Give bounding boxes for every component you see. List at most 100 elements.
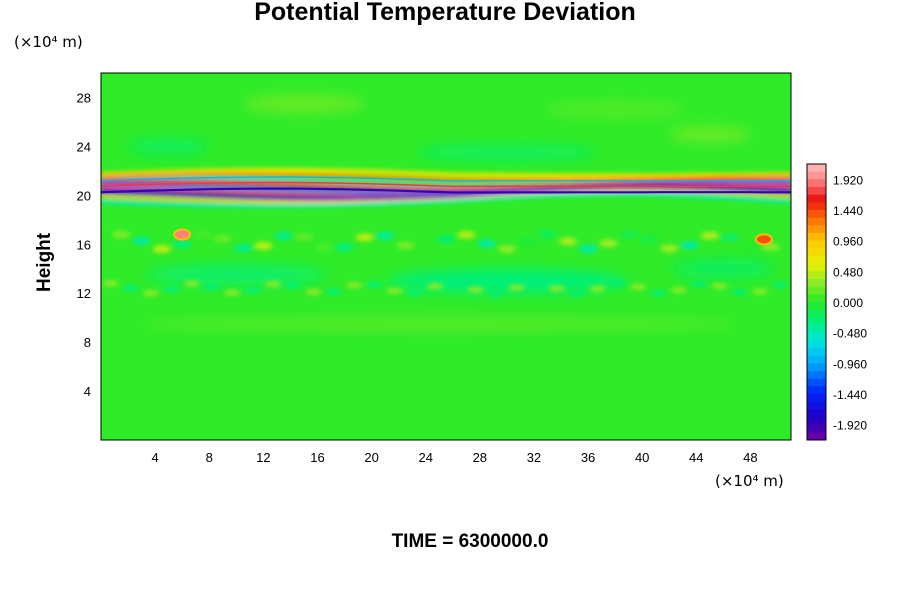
colorbar-swatch xyxy=(807,217,826,226)
anomaly-blob xyxy=(346,282,362,289)
colorbar-swatch xyxy=(807,371,826,380)
anomaly-blob xyxy=(101,237,110,246)
colorbar-swatch xyxy=(807,302,826,311)
anomaly-blob xyxy=(416,244,435,253)
x-tick-label: 16 xyxy=(310,450,324,465)
colorbar-swatch xyxy=(807,164,826,173)
colorbar-swatch xyxy=(807,417,826,426)
warm-anomaly-marker xyxy=(754,233,773,246)
colorbar-swatch xyxy=(807,187,826,196)
anomaly-blob xyxy=(579,245,598,254)
anomaly-blob xyxy=(305,289,322,296)
y-tick-label: 8 xyxy=(84,335,91,350)
contour-line xyxy=(101,187,791,194)
y-tick-label: 28 xyxy=(77,90,91,105)
anomaly-blob xyxy=(386,287,403,294)
anomaly-blob xyxy=(670,287,687,294)
x-tick-label: 40 xyxy=(635,450,649,465)
colorbar-tick-label: 0.960 xyxy=(833,235,863,249)
anomaly-blob xyxy=(599,239,618,248)
anomaly-blob xyxy=(518,237,537,246)
colorbar-swatch xyxy=(807,263,826,272)
anomaly-blob xyxy=(447,280,464,287)
x-tick-label: 24 xyxy=(418,450,432,465)
anomaly-blob xyxy=(376,231,395,240)
plot-frame xyxy=(100,72,792,441)
colorbar-swatch xyxy=(807,271,826,280)
anomaly-blob xyxy=(128,138,209,155)
weak-anomaly-blobs xyxy=(128,93,774,330)
colorbar-swatch xyxy=(807,409,826,418)
anomaly-blob xyxy=(224,289,241,296)
anomaly-blob xyxy=(234,244,253,253)
anomaly-blob xyxy=(386,268,627,293)
anomaly-blob xyxy=(639,235,658,244)
anomaly-blob xyxy=(366,281,383,288)
anomaly-blob xyxy=(548,285,565,292)
colorbar-swatch xyxy=(807,424,826,433)
x-tick-label: 8 xyxy=(206,450,213,465)
warm-anomaly-marker xyxy=(173,228,192,241)
anomaly-blob xyxy=(731,289,748,296)
colorbar-swatch xyxy=(807,286,826,295)
colorbar-frame xyxy=(806,163,827,441)
colorbar-tick-label: -0.480 xyxy=(833,327,867,341)
colorbar-swatch xyxy=(807,309,826,318)
colorbar-swatch xyxy=(807,294,826,303)
chart-title: Potential Temperature Deviation xyxy=(254,0,636,26)
anomaly-blob xyxy=(406,289,423,296)
anomaly-blob xyxy=(193,230,212,239)
anomaly-blob xyxy=(163,286,180,293)
anomaly-blob xyxy=(285,282,302,289)
anomaly-blob xyxy=(122,284,139,291)
anomaly-blob xyxy=(569,290,586,297)
anomaly-blob xyxy=(143,290,160,297)
colorbar-swatch xyxy=(807,225,826,234)
colorbar-swatch xyxy=(807,317,826,326)
y-tick-label: 20 xyxy=(77,188,91,203)
colorbar-swatch xyxy=(807,340,826,349)
anomaly-blob xyxy=(691,280,707,287)
colorbar-tick-label: 1.440 xyxy=(833,204,863,218)
x-tick-label: 20 xyxy=(364,450,378,465)
anomaly-blob xyxy=(477,239,496,248)
anomaly-blob xyxy=(315,243,334,252)
colorbar-swatch xyxy=(807,179,826,188)
anomaly-blob xyxy=(335,243,354,252)
anomaly-blob xyxy=(294,233,313,242)
anomaly-blob xyxy=(673,258,774,279)
anomaly-blob xyxy=(660,244,679,253)
x-tick-label: 48 xyxy=(743,450,757,465)
anomaly-blob xyxy=(497,245,516,254)
colorbar-swatch xyxy=(807,240,826,249)
anomaly-blob xyxy=(545,100,686,119)
colorbar-swatch xyxy=(807,202,826,211)
anomaly-blob xyxy=(102,280,119,287)
colorbar-tick-label: -0.960 xyxy=(833,357,867,371)
colorbar-swatch xyxy=(807,363,826,372)
anomaly-blob xyxy=(680,241,699,250)
x-axis-unit: (×10⁴ m) xyxy=(715,472,784,490)
colorbar-swatch xyxy=(807,325,826,334)
anomaly-blob xyxy=(254,241,273,250)
x-tick-label: 12 xyxy=(256,450,270,465)
x-tick-label: 36 xyxy=(581,450,595,465)
colorbar-swatch xyxy=(807,332,826,341)
colorbar-swatch xyxy=(807,210,826,219)
y-tick-label: 4 xyxy=(84,384,91,399)
y-axis-unit: (×10⁴ m) xyxy=(14,33,83,51)
anomaly-blob xyxy=(112,230,131,239)
anomaly-blob xyxy=(152,244,171,253)
colorbar-swatch xyxy=(807,401,826,410)
strong-deviation-band xyxy=(101,168,791,208)
anomaly-blob xyxy=(264,281,281,288)
anomaly-blob xyxy=(132,236,151,245)
deviation-layer xyxy=(101,172,791,182)
anomaly-blob xyxy=(146,264,327,285)
deviation-layer xyxy=(101,192,791,208)
anomaly-blob xyxy=(630,284,647,291)
anomaly-blob xyxy=(467,286,484,293)
deviation-layer xyxy=(101,184,791,201)
anomaly-blob xyxy=(183,280,200,287)
